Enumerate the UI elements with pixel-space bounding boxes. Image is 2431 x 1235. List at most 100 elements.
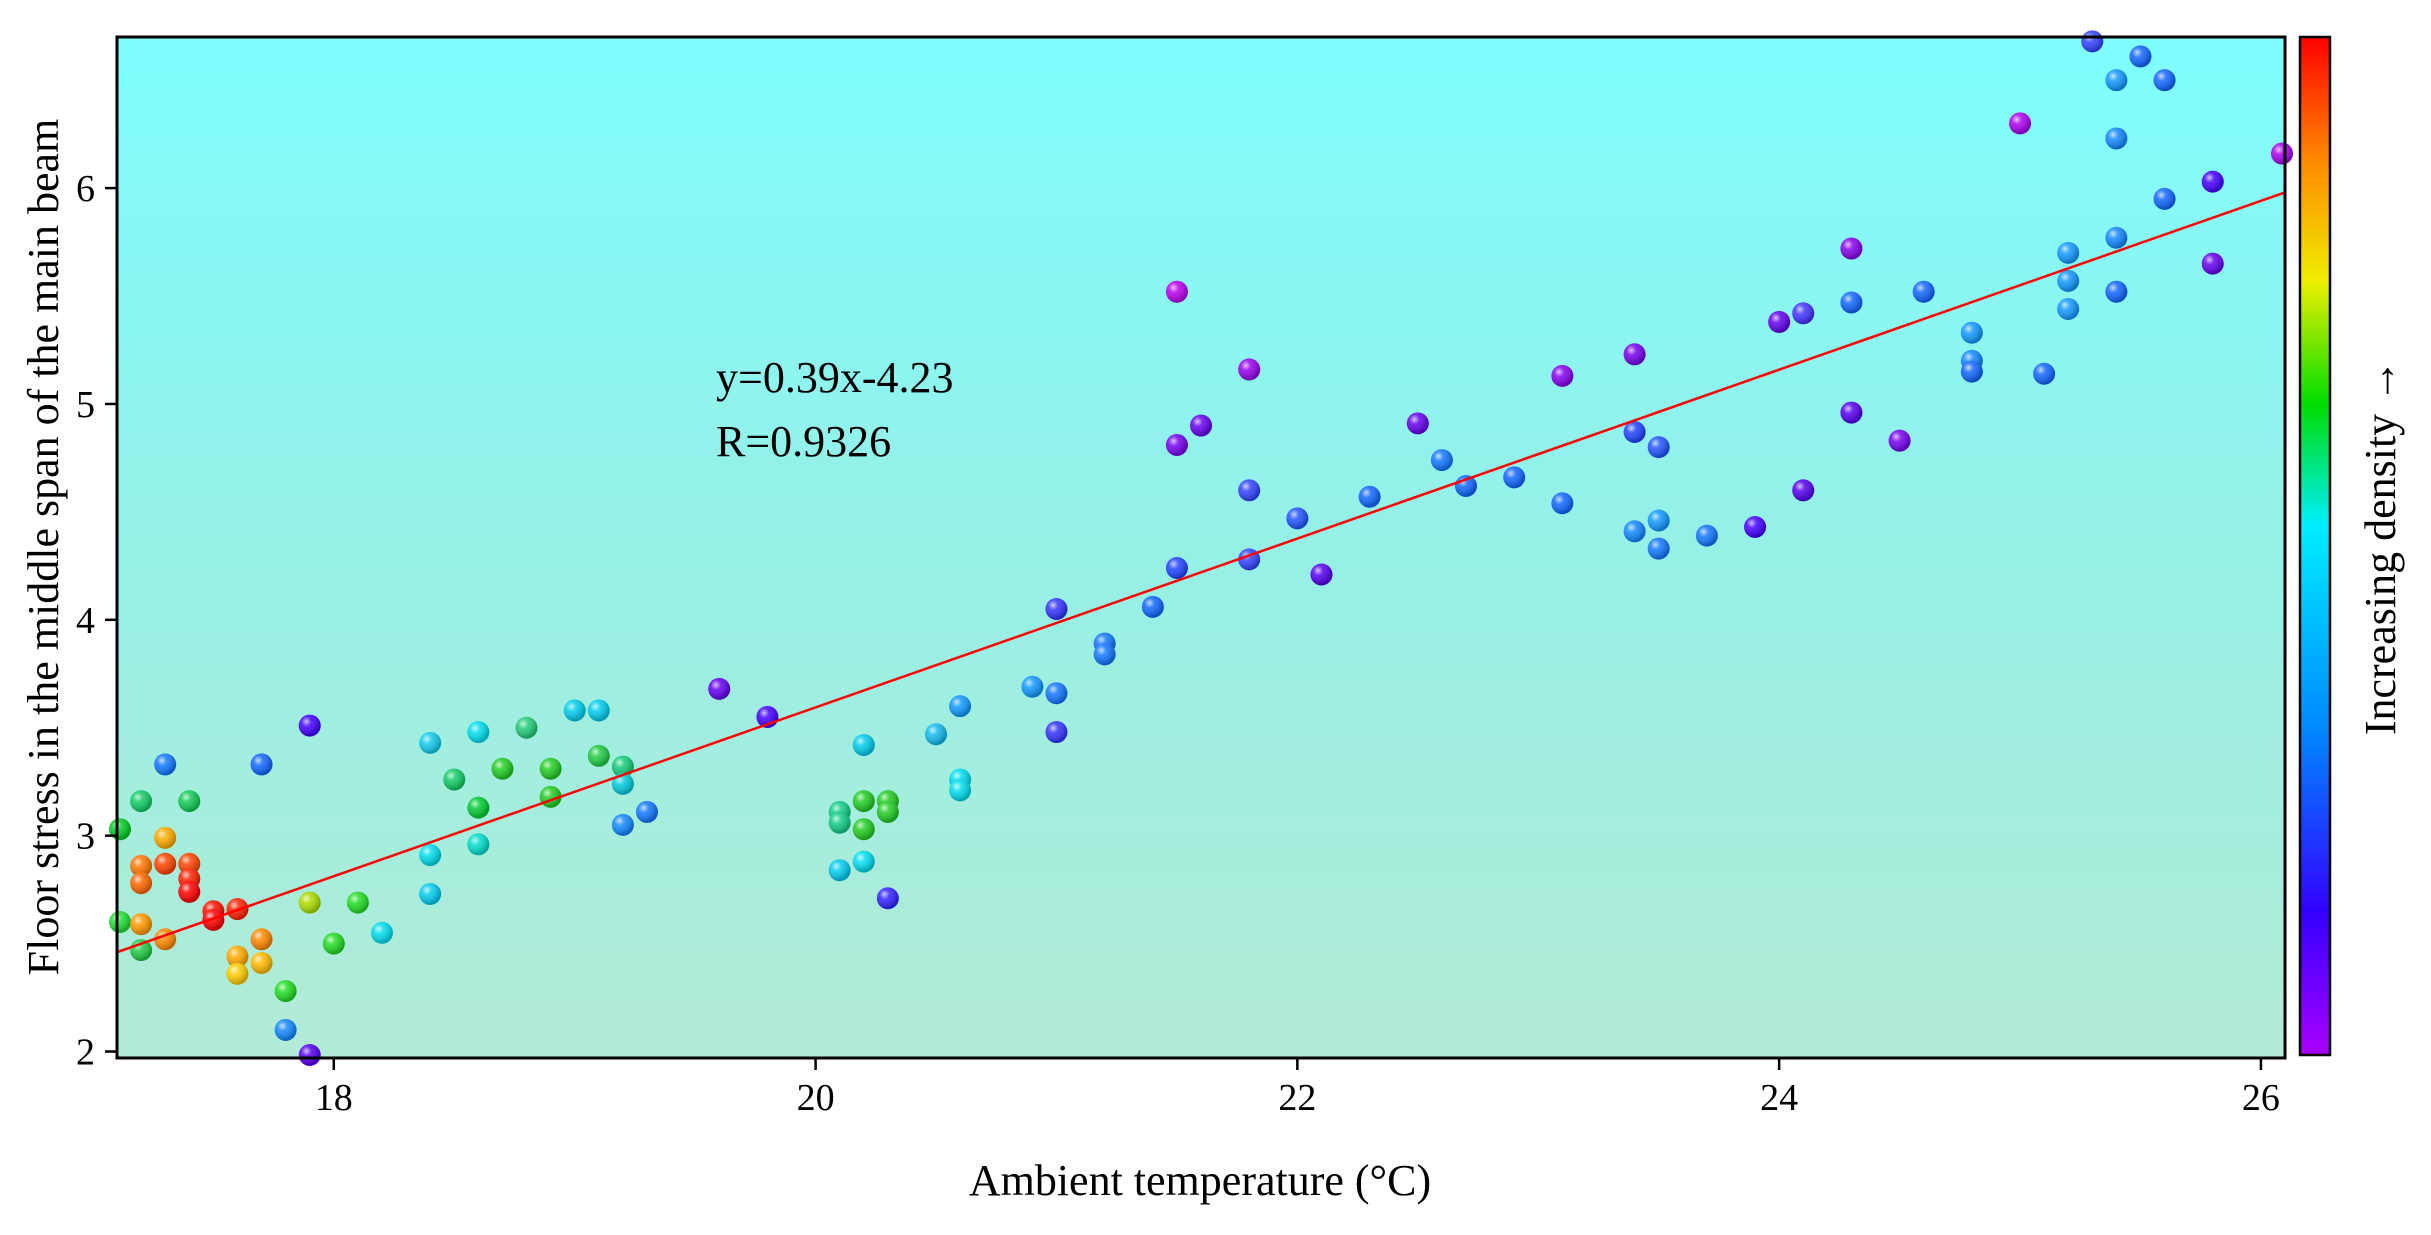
data-point-highlight	[828, 811, 851, 834]
data-point-highlight	[852, 734, 875, 757]
data-point-highlight	[1888, 429, 1911, 452]
data-point-highlight	[1165, 557, 1188, 580]
data-point-highlight	[2271, 142, 2293, 165]
data-point-highlight	[611, 772, 634, 795]
data-point-highlight	[1647, 436, 1670, 459]
data-point-highlight	[467, 796, 490, 819]
data-point-highlight	[419, 731, 442, 754]
data-point-highlight	[2153, 69, 2176, 92]
data-point-highlight	[1695, 524, 1718, 547]
data-point-highlight	[202, 908, 225, 931]
data-point	[274, 1018, 297, 1041]
data-point	[587, 699, 610, 722]
data-point	[250, 928, 273, 951]
data-point-highlight	[515, 716, 538, 739]
data-point-highlight	[154, 826, 177, 849]
colorbar	[2298, 35, 2332, 1057]
data-point	[202, 908, 225, 931]
data-point	[587, 744, 610, 767]
data-point-highlight	[1045, 598, 1068, 621]
data-point	[1141, 595, 1164, 618]
data-point-highlight	[635, 800, 658, 823]
data-point	[298, 1044, 321, 1066]
data-point-highlight	[1165, 433, 1188, 456]
data-point-highlight	[876, 887, 899, 910]
data-point-highlight	[1840, 401, 1863, 424]
y-tick-label: 4	[76, 600, 95, 642]
data-point-highlight	[1960, 360, 1983, 383]
data-point-highlight	[130, 854, 153, 877]
data-point-highlight	[1551, 492, 1574, 515]
data-point-highlight	[1768, 310, 1791, 333]
data-point	[226, 962, 249, 985]
data-point	[1165, 280, 1188, 303]
data-point	[2009, 112, 2032, 135]
data-point	[876, 800, 899, 823]
data-point	[1840, 291, 1863, 314]
x-axis: 18 20 22 24 26	[315, 1058, 2280, 1119]
data-point	[2153, 187, 2176, 210]
data-point	[491, 757, 514, 780]
data-point-highlight	[563, 699, 586, 722]
data-point-highlight	[2129, 45, 2152, 68]
data-point	[1286, 507, 1309, 530]
data-point-highlight	[1406, 412, 1429, 435]
data-point	[109, 911, 131, 934]
y-axis: 2 3 4 5 6	[76, 168, 117, 1074]
data-point	[322, 932, 345, 955]
data-point	[1792, 302, 1815, 325]
data-point-highlight	[1744, 515, 1767, 538]
data-point	[949, 779, 972, 802]
colorbar-label: Increasing density →	[2356, 359, 2405, 735]
data-point	[2105, 69, 2128, 92]
data-point-highlight	[2081, 30, 2104, 53]
data-point	[154, 852, 177, 875]
data-point	[1840, 401, 1863, 424]
data-point-highlight	[443, 768, 466, 791]
fit-line	[116, 191, 2286, 954]
data-point	[346, 891, 369, 914]
data-point	[1093, 643, 1116, 666]
data-point	[852, 734, 875, 757]
data-point	[1912, 280, 1935, 303]
data-point-highlight	[2057, 241, 2080, 264]
data-point-highlight	[274, 1018, 297, 1041]
data-point	[178, 880, 201, 903]
data-point	[2129, 45, 2152, 68]
data-point-highlight	[587, 744, 610, 767]
data-point-highlight	[2033, 362, 2056, 385]
data-point-highlight	[298, 1044, 321, 1066]
data-point	[2057, 241, 2080, 264]
data-point	[2057, 269, 2080, 292]
data-point	[1406, 412, 1429, 435]
y-axis-title: Floor stress in the middle span of the m…	[19, 119, 68, 976]
data-point-highlight	[1551, 364, 1574, 387]
data-point-highlight	[274, 980, 297, 1003]
data-point-highlight	[1623, 520, 1646, 543]
data-point	[2057, 297, 2080, 320]
plot-frame	[115, 35, 2287, 1060]
data-point	[1647, 436, 1670, 459]
data-point	[1045, 721, 1068, 744]
data-point	[1768, 310, 1791, 333]
data-point-highlight	[130, 790, 153, 813]
data-point-highlight	[250, 928, 273, 951]
data-point-highlight	[852, 818, 875, 841]
r-value-annotation: R=0.9326	[716, 417, 891, 466]
data-point-highlight	[1647, 537, 1670, 560]
data-point	[1960, 321, 1983, 344]
data-point-highlight	[467, 833, 490, 856]
x-axis-title: Ambient temperature (°C)	[969, 1156, 1431, 1205]
data-point-highlight	[1238, 358, 1261, 381]
data-point	[1238, 479, 1261, 502]
data-point	[298, 714, 321, 737]
data-point-highlight	[587, 699, 610, 722]
data-point-highlight	[178, 852, 201, 875]
data-point-highlight	[925, 723, 948, 746]
data-point-highlight	[2105, 280, 2128, 303]
data-point-highlight	[539, 757, 562, 780]
data-point	[1045, 682, 1068, 705]
data-point-highlight	[491, 757, 514, 780]
data-point-highlight	[1430, 449, 1453, 472]
data-point-highlight	[2057, 269, 2080, 292]
